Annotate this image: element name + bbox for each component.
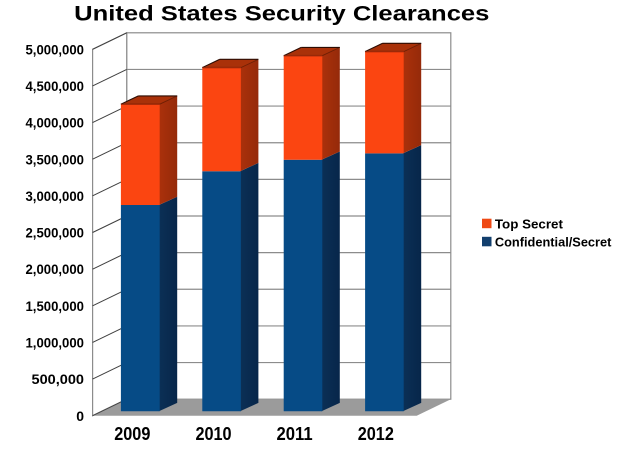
svg-text:Top Secret: Top Secret <box>495 217 564 232</box>
svg-text:4,000,000: 4,000,000 <box>26 115 85 131</box>
svg-text:2010: 2010 <box>195 424 231 444</box>
svg-text:5,000,000: 5,000,000 <box>26 41 85 57</box>
svg-text:500,000: 500,000 <box>32 371 85 387</box>
svg-text:1,500,000: 1,500,000 <box>26 298 85 314</box>
svg-text:2,000,000: 2,000,000 <box>26 261 85 277</box>
svg-text:2009: 2009 <box>114 424 150 444</box>
svg-text:2,500,000: 2,500,000 <box>26 225 85 241</box>
svg-text:4,500,000: 4,500,000 <box>26 78 85 94</box>
svg-text:3,000,000: 3,000,000 <box>26 188 85 204</box>
svg-text:1,000,000: 1,000,000 <box>26 335 85 351</box>
svg-text:3,500,000: 3,500,000 <box>26 151 85 167</box>
svg-text:United States Security Clearan: United States Security Clearances <box>74 2 489 25</box>
svg-text:2012: 2012 <box>358 424 394 444</box>
svg-text:0: 0 <box>76 408 84 424</box>
svg-text:Confidential/Secret: Confidential/Secret <box>495 234 612 249</box>
svg-text:2011: 2011 <box>277 424 313 444</box>
